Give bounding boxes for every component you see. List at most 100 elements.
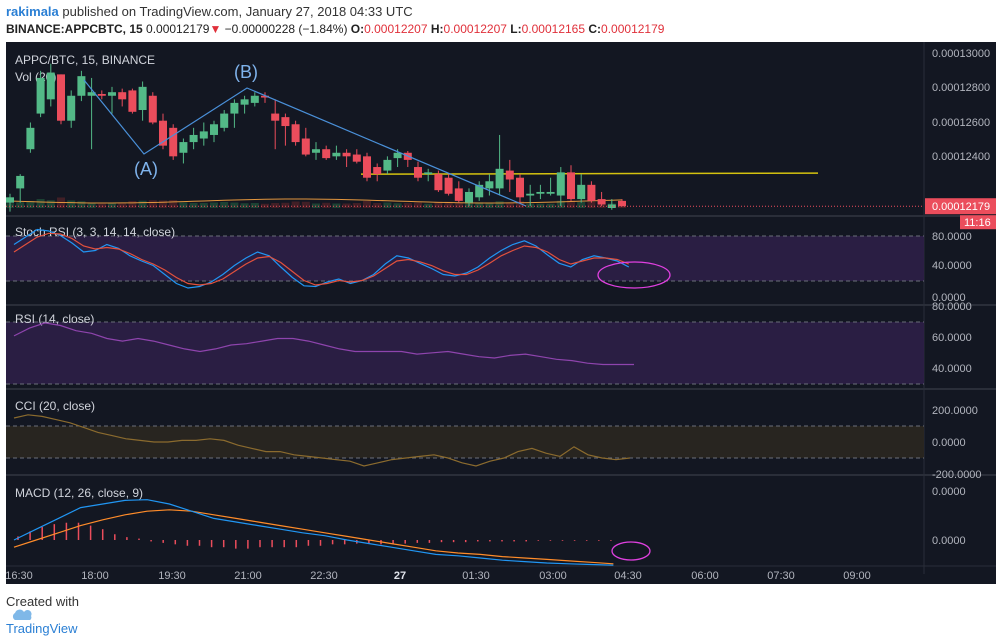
macd-title: MACD (12, 26, close, 9): [15, 486, 143, 500]
volume-bar: [454, 202, 463, 208]
resistance-line: [360, 172, 819, 175]
volume-bar: [342, 203, 351, 208]
candle-body: [250, 95, 259, 103]
chart-area[interactable]: 0.00013000 0.00012800 0.00012600 0.00012400…: [6, 42, 996, 584]
volume-bar: [475, 202, 484, 208]
candle-body: [210, 124, 218, 135]
close-label: C:: [588, 22, 602, 36]
candle-body: [434, 174, 443, 191]
volume-bar: [230, 202, 239, 208]
volume-bar: [179, 202, 188, 208]
high-value: 0.00012207: [443, 22, 507, 36]
cci-line: [13, 414, 631, 467]
volume-bar: [87, 203, 96, 208]
candle-body: [97, 93, 106, 96]
volume-bar: [16, 202, 25, 208]
volume-bar: [291, 201, 300, 208]
volume-bar: [363, 201, 371, 208]
volume-bar: [485, 203, 494, 208]
candle-body: [505, 170, 514, 180]
candle-body: [6, 197, 14, 203]
volume-bar: [516, 201, 524, 208]
candle-body: [148, 95, 157, 123]
candle-body: [240, 99, 249, 105]
volume-bar: [118, 203, 127, 208]
candle-body: [373, 167, 382, 175]
y-tick-label: 0.00013000: [932, 48, 990, 60]
volume-bar: [250, 203, 259, 208]
chart-svg[interactable]: 0.00013000 0.00012800 0.00012600 0.00012400…: [6, 42, 996, 584]
created-with-text: Created with: [6, 594, 79, 609]
price-pane-title: APPC/BTC, 15, BINANCE: [15, 53, 155, 67]
highlight-circle: [611, 541, 651, 561]
x-tick-label: 21:00: [234, 570, 262, 582]
x-tick-label: 06:00: [691, 570, 719, 582]
volume-bar: [46, 200, 55, 208]
highlight-circle: [597, 261, 671, 289]
author-link[interactable]: rakimala: [6, 4, 59, 19]
volume-bar: [169, 200, 178, 208]
candle-body: [393, 152, 402, 159]
x-tick-label: 19:30: [158, 570, 186, 582]
candle-body: [46, 72, 55, 100]
candle-body: [444, 177, 453, 194]
candle-body: [26, 127, 35, 150]
candle-body: [291, 124, 300, 143]
candle-body: [281, 117, 290, 127]
candle-body: [526, 193, 535, 196]
candle-body: [159, 120, 167, 146]
candle-body: [454, 188, 463, 201]
volume-bar: [352, 203, 361, 208]
candle-body: [465, 191, 473, 203]
candle-body: [220, 113, 229, 128]
volume-bar: [199, 203, 208, 208]
volume-bar: [159, 200, 167, 208]
y-tick-label: 40.0000: [932, 363, 972, 375]
candle-body: [485, 181, 494, 189]
close-value: 0.00012179: [601, 22, 665, 36]
candle-body: [230, 102, 239, 114]
open-value: 0.00012207: [364, 22, 428, 36]
tradingview-logo-icon: [12, 609, 32, 620]
volume-bar: [434, 201, 443, 208]
y-tick-label: 0.00012800: [932, 82, 990, 94]
quote-line: BINANCE:APPCBTC, 15 0.00012179▼ −0.00000…: [6, 22, 664, 36]
volume-bar: [220, 202, 229, 208]
indicator-band: [6, 426, 924, 458]
candle-body: [138, 86, 147, 111]
candle-body: [577, 184, 586, 200]
candle-body: [618, 200, 626, 207]
candle-body: [179, 142, 188, 153]
last-price-badge: [925, 198, 996, 215]
volume-bar: [301, 201, 310, 208]
published-text: published on TradingView.com, January 27…: [62, 4, 413, 19]
countdown-badge: [960, 215, 996, 230]
rsi-title: RSI (14, close): [15, 312, 94, 326]
countdown-label: 11:16: [964, 217, 991, 229]
y-tick-label: 80.0000: [932, 301, 972, 313]
candle-body: [77, 76, 86, 96]
volume-bar: [138, 200, 147, 208]
y-tick-label: -200.0000: [932, 469, 982, 481]
volume-bar: [97, 203, 106, 208]
x-tick-label: 01:30: [462, 570, 490, 582]
volume-bar: [393, 203, 402, 208]
volume-bar: [128, 201, 137, 208]
macd-signal-line: [13, 509, 614, 565]
abc-pattern-line: [83, 79, 527, 207]
candle-body: [108, 92, 116, 96]
x-tick-label: 22:30: [310, 570, 338, 582]
volume-bar: [383, 202, 392, 208]
candle-body: [322, 149, 331, 159]
last-price-label: 0.00012179: [932, 201, 990, 213]
low-value: 0.00012165: [521, 22, 586, 36]
tradingview-link[interactable]: TradingView: [6, 621, 78, 636]
stoch-rsi-title: Stoch RSI (3, 3, 14, 14, close): [15, 225, 175, 239]
y-tick-label: 0.0000: [932, 486, 966, 498]
high-label: H:: [430, 22, 444, 36]
volume-bar: [546, 203, 555, 208]
volume-bar: [322, 202, 331, 208]
annotation-a: (A): [134, 159, 158, 179]
volume-bar: [505, 202, 514, 208]
candle-body: [87, 92, 96, 96]
